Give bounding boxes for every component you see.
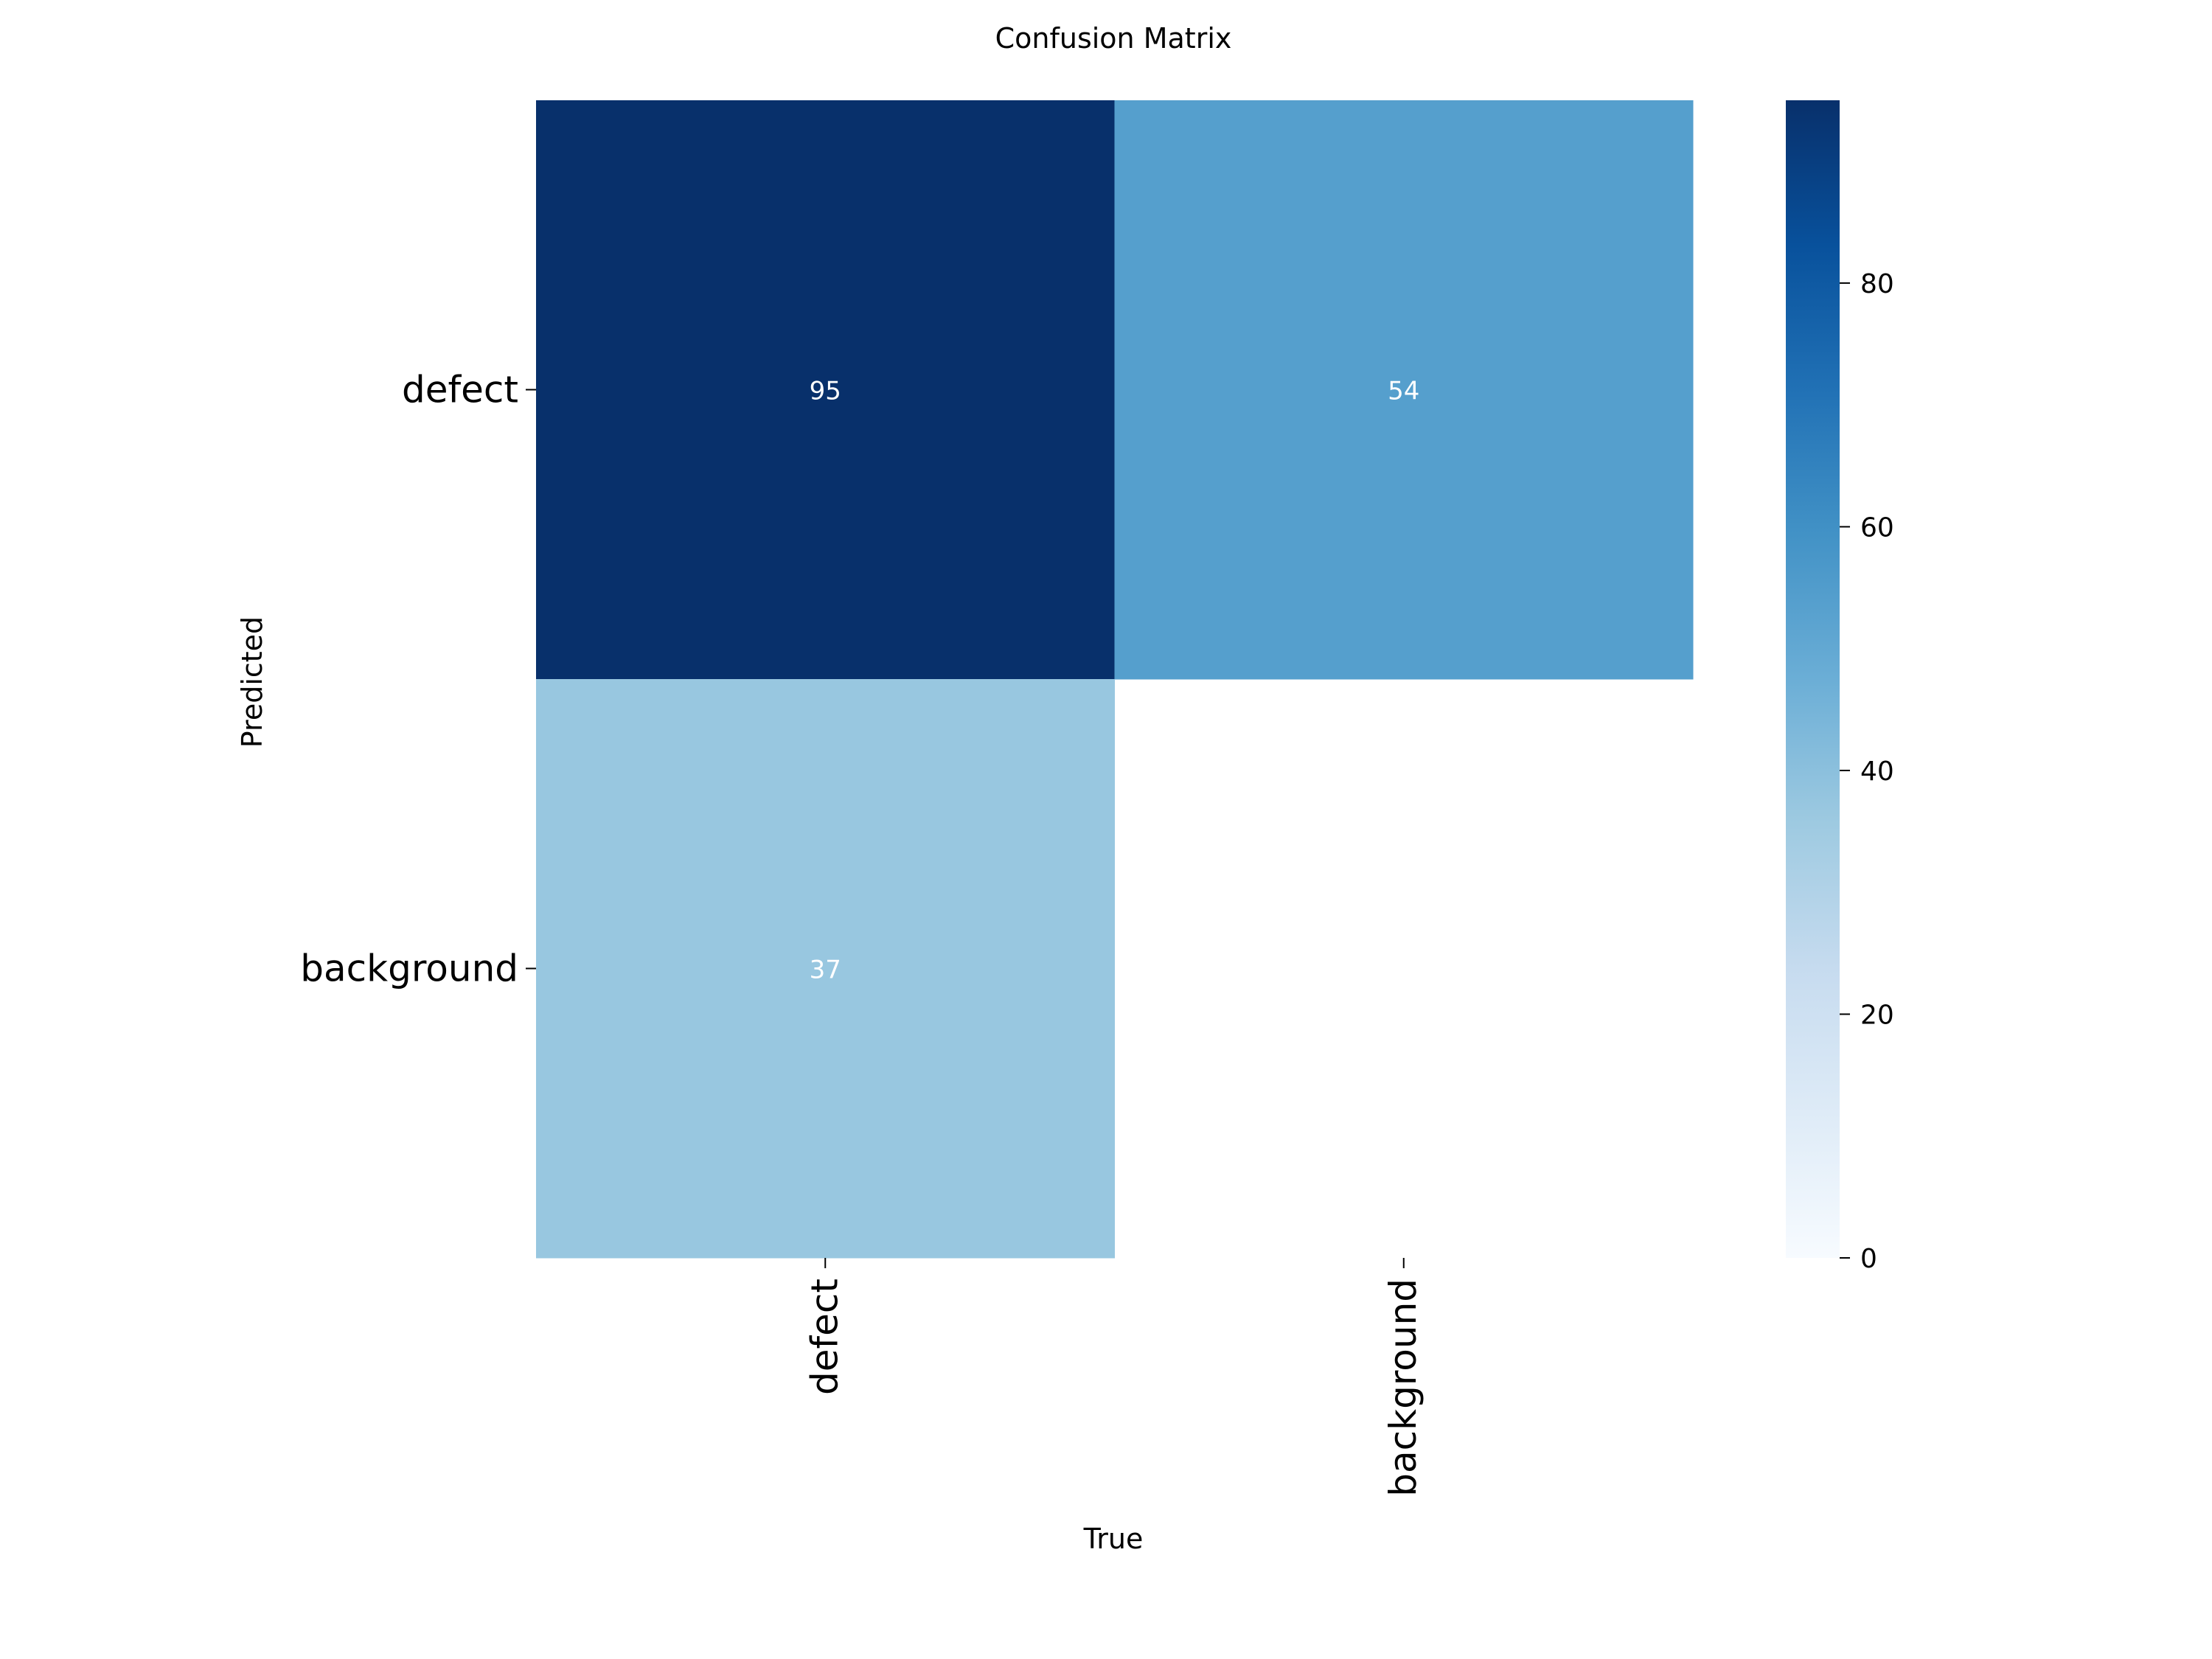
chart-title: Confusion Matrix [995,22,1232,55]
x-axis-label: True [1083,1523,1144,1555]
colorbar [1786,100,1840,1258]
heatmap-cell [1114,100,1694,680]
y-tick-label: background [300,947,518,990]
y-axis-label: Predicted [236,616,268,748]
colorbar-tick-label: 60 [1860,512,1894,543]
x-axis-ticks: defect background [803,1258,1425,1497]
x-tick-label: defect [803,1279,846,1395]
cell-value-label: 37 [810,956,841,985]
colorbar-tick-label: 40 [1860,757,1894,787]
heatmap-annotations: 95 54 37 [810,377,1420,985]
colorbar-tick-label: 20 [1860,1000,1894,1030]
heatmap-cell [536,679,1115,1259]
colorbar-ticks: 0 20 40 60 80 [1840,269,1894,1274]
y-tick-label: defect [402,369,518,411]
x-tick-label: background [1382,1279,1425,1497]
heatmap-cell [536,100,1115,680]
colorbar-tick-label: 0 [1860,1244,1877,1274]
y-axis-ticks: defect background [300,369,536,990]
colorbar-tick-label: 80 [1860,269,1894,299]
cell-value-label: 95 [810,377,841,406]
cell-value-label: 54 [1388,377,1419,406]
heatmap-cells [536,100,1694,1259]
